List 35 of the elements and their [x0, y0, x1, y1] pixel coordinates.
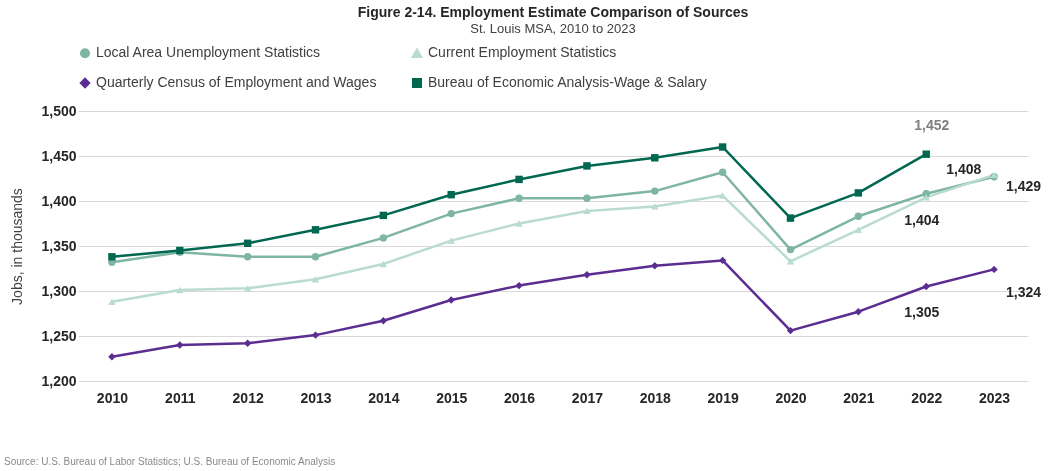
x-tick-label: 2015 — [436, 389, 468, 406]
x-tick-label: 2014 — [368, 389, 400, 406]
x-tick-label: 2011 — [165, 389, 196, 406]
legend-label: Quarterly Census of Employment and Wages — [96, 74, 377, 90]
x-tick-label: 2022 — [911, 389, 943, 406]
data-label: 1,305 — [904, 303, 940, 320]
y-tick-label: 1,250 — [41, 327, 77, 344]
legend-label: Bureau of Economic Analysis-Wage & Salary — [428, 74, 707, 90]
chart-subtitle: St. Louis MSA, 2010 to 2023 — [470, 21, 636, 36]
x-tick-label: 2016 — [503, 389, 536, 406]
x-tick-label: 2023 — [978, 389, 1011, 406]
x-tick-label: 2018 — [639, 389, 672, 406]
y-tick-label: 1,350 — [41, 237, 77, 254]
source-note: Source: U.S. Bureau of Labor Statistics; U.S. Bureau of Economic Analysis — [4, 456, 336, 467]
y-tick-label: 1,500 — [41, 102, 77, 119]
y-axis-title: Jobs, in thousands — [9, 188, 26, 305]
legend-label: Local Area Unemployment Statistics — [96, 44, 321, 61]
y-tick-label: 1,400 — [41, 192, 77, 209]
y-tick-label: 1,200 — [41, 372, 77, 389]
y-tick-label: 1,450 — [41, 147, 77, 164]
x-tick-label: 2019 — [707, 389, 739, 406]
data-label: 1,404 — [904, 212, 940, 229]
data-label: 1,429 — [1006, 177, 1042, 194]
legend-label: Current Employment Statistics — [428, 44, 617, 61]
x-tick-label: 2012 — [232, 389, 264, 406]
y-tick-label: 1,300 — [41, 282, 77, 299]
x-tick-label: 2010 — [96, 389, 129, 406]
data-label: 1,452 — [914, 117, 950, 134]
data-label: 1,408 — [946, 160, 982, 177]
x-tick-label: 2021 — [843, 389, 875, 406]
x-tick-label: 2017 — [571, 389, 604, 406]
x-tick-label: 2020 — [775, 389, 807, 406]
x-tick-label: 2013 — [300, 389, 332, 406]
data-label: 1,324 — [1006, 284, 1042, 301]
chart-title: Figure 2-14. Employment Estimate Comparison of Sources — [357, 4, 749, 20]
